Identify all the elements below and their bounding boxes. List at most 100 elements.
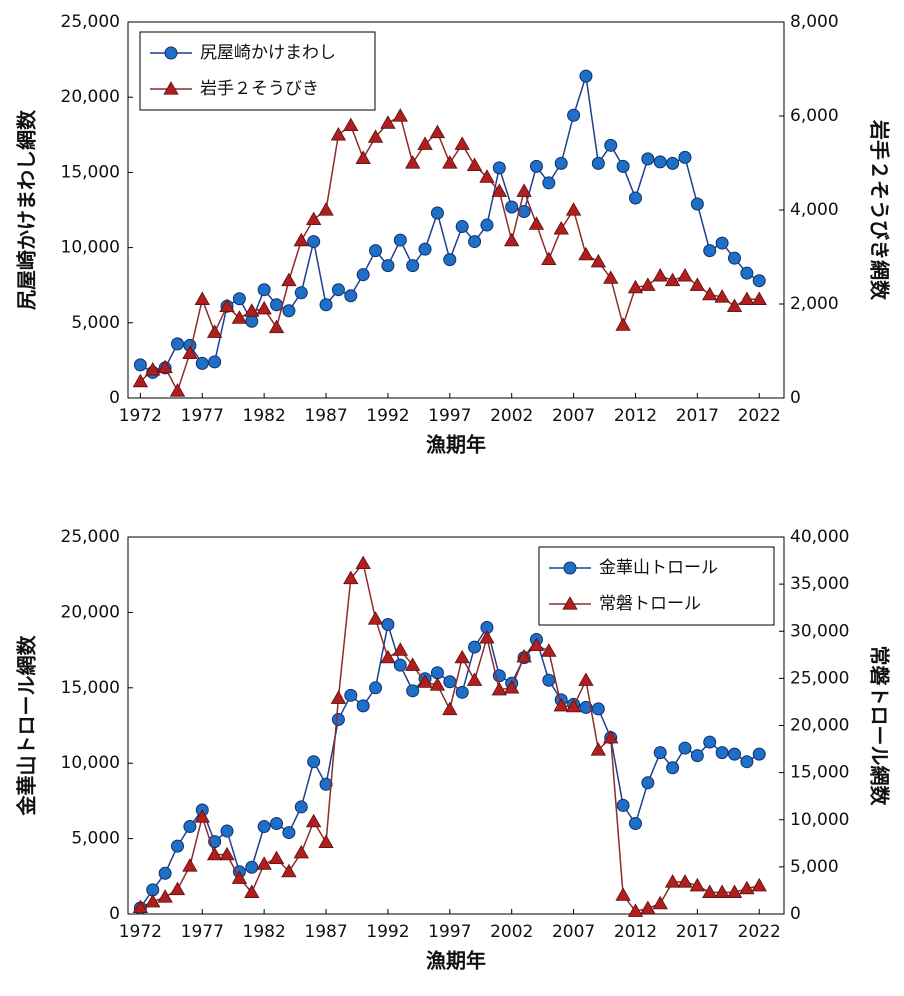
x-tick-label: 1972 — [119, 406, 162, 426]
data-point — [417, 674, 433, 688]
x-tick-label: 1987 — [304, 406, 347, 426]
data-point — [466, 157, 483, 172]
data-point — [392, 642, 408, 656]
data-point — [590, 253, 607, 268]
data-point — [690, 197, 704, 211]
series-line — [139, 75, 760, 374]
data-point — [369, 681, 383, 695]
data-point — [206, 324, 223, 338]
data-point — [430, 206, 444, 220]
data-point — [319, 777, 333, 791]
data-point — [504, 679, 520, 694]
data-point — [268, 319, 285, 334]
data-point — [343, 570, 359, 585]
data-point — [344, 688, 358, 702]
data-point — [293, 844, 309, 859]
y2-tick-label: 30,000 — [790, 621, 849, 641]
data-point — [145, 361, 161, 376]
data-point — [305, 813, 322, 828]
legend-label: 岩手２そうびき — [200, 79, 319, 99]
data-point — [257, 283, 271, 297]
data-point — [541, 251, 557, 266]
data-point — [516, 183, 532, 197]
data-point — [331, 712, 345, 726]
data-point — [479, 169, 495, 183]
data-point — [739, 880, 755, 895]
legend-box — [538, 546, 775, 626]
data-point — [244, 884, 260, 898]
data-point — [182, 858, 198, 872]
data-point — [640, 900, 656, 914]
data-point — [455, 220, 469, 234]
x-tick-label: 2022 — [738, 922, 781, 942]
data-point — [281, 272, 297, 287]
x-tick-label: 2012 — [614, 406, 657, 426]
data-point — [417, 136, 433, 150]
data-point — [702, 884, 718, 898]
data-point — [627, 903, 644, 917]
data-point — [206, 846, 223, 861]
data-point — [641, 776, 655, 790]
legend-marker — [164, 46, 178, 60]
data-point — [232, 292, 246, 306]
legend-label: 常磐トロール — [599, 594, 701, 614]
y2-tick-label: 6,000 — [790, 106, 839, 126]
data-point — [256, 300, 272, 315]
data-point — [640, 277, 656, 291]
x-tick-label: 1992 — [366, 406, 409, 426]
data-point — [528, 637, 545, 652]
data-point — [516, 648, 532, 663]
data-point — [319, 298, 333, 312]
y2-tick-label: 10,000 — [790, 810, 849, 830]
data-point — [677, 267, 693, 282]
data-point — [740, 755, 754, 769]
x-axis-label: 漁期年 — [426, 433, 486, 457]
data-point — [652, 267, 668, 282]
data-point — [703, 735, 717, 749]
data-point — [578, 246, 594, 261]
data-point — [443, 675, 457, 689]
data-point — [554, 156, 568, 170]
data-point — [591, 702, 605, 716]
data-point — [307, 755, 321, 769]
y2-tick-label: 5,000 — [790, 857, 839, 877]
y-tick-label: 25,000 — [61, 12, 120, 32]
data-point — [678, 741, 692, 755]
data-point — [627, 279, 644, 294]
data-point — [468, 235, 482, 249]
data-point — [529, 159, 543, 173]
y2-tick-label: 15,000 — [790, 763, 849, 783]
data-point — [330, 690, 347, 704]
data-point — [132, 373, 149, 388]
data-point — [344, 289, 358, 303]
data-point — [442, 155, 458, 169]
data-point — [653, 746, 667, 760]
legend-box — [139, 31, 376, 111]
x-tick-label: 1997 — [428, 922, 471, 942]
data-point — [628, 817, 642, 831]
x-tick-label: 2022 — [738, 406, 781, 426]
data-point — [739, 291, 755, 305]
data-point — [443, 253, 457, 267]
data-point — [567, 108, 581, 122]
data-point — [528, 216, 545, 230]
data-point — [740, 266, 754, 280]
data-point — [715, 746, 729, 760]
data-point — [182, 345, 198, 360]
data-point — [406, 684, 420, 698]
y-tick-label: 20,000 — [61, 87, 120, 107]
data-point — [429, 677, 446, 691]
data-point — [504, 232, 520, 247]
data-point — [579, 700, 593, 714]
data-point — [331, 283, 345, 297]
data-point — [429, 124, 446, 139]
y-tick-label: 20,000 — [61, 602, 120, 622]
data-point — [751, 291, 767, 305]
data-point — [616, 159, 630, 173]
y2-axis-label: 常磐トロール網数 — [868, 646, 892, 807]
y2-tick-label: 35,000 — [790, 574, 849, 594]
data-point — [541, 643, 557, 657]
data-point — [666, 761, 680, 775]
data-point — [468, 640, 482, 654]
y-tick-label: 25,000 — [61, 527, 120, 547]
